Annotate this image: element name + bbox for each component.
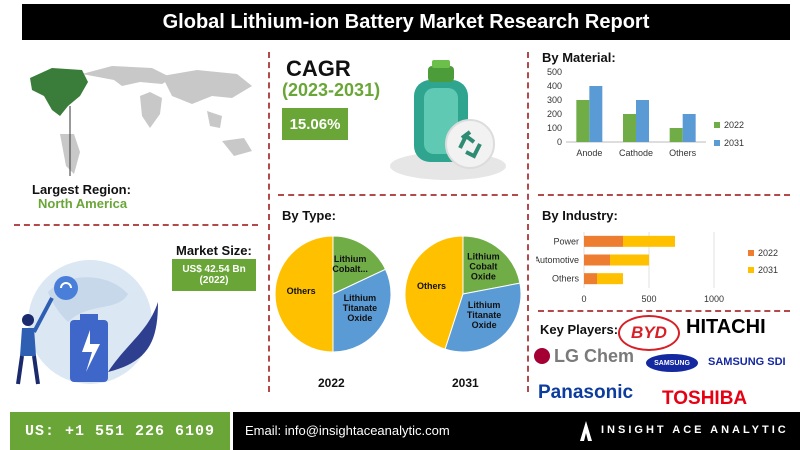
x-tick-label: Cathode	[619, 148, 653, 158]
market-size-value: US$ 42.54 Bn (2022)	[172, 259, 256, 291]
key-players-label: Key Players:	[540, 322, 619, 337]
cagr-years: (2023-2031)	[282, 80, 381, 100]
samsung-sdi-logo: SAMSUNG SDI	[708, 356, 786, 368]
market-size-value-line2: (2022)	[199, 275, 229, 286]
world-map-icon	[30, 66, 252, 176]
legend-swatch	[748, 267, 754, 273]
legend-label: 2031	[758, 265, 778, 275]
pie-slice	[332, 235, 387, 295]
pie-slice-label: Oxide	[347, 313, 372, 323]
bar	[584, 273, 597, 285]
legend-swatch	[714, 122, 720, 128]
pie-slice-label: Lithium	[344, 293, 377, 303]
legend-label: 2022	[758, 248, 778, 258]
lg-chem-logo: LG Chem	[554, 346, 635, 366]
by-industry-title: By Industry:	[542, 208, 618, 223]
bar	[597, 273, 623, 285]
pie-slice	[274, 235, 334, 353]
divider-right-horizontal-2	[538, 310, 790, 312]
by-material-title: By Material:	[542, 50, 616, 65]
samsung-logo-text: SAMSUNG	[654, 359, 690, 367]
pie-slice-label: Lithium	[467, 251, 500, 261]
battery-recycle-icon	[390, 60, 506, 180]
bar	[589, 86, 603, 142]
insight-ace-logo-icon	[579, 420, 593, 442]
footer-bar: Email: info@insightaceanalytic.com INSIG…	[233, 412, 800, 450]
y-tick-label: 0	[557, 137, 562, 147]
bar	[623, 235, 675, 247]
largest-region-value: North America	[38, 196, 128, 211]
x-tick-label: 0	[581, 294, 586, 304]
y-tick-label: 400	[547, 81, 562, 91]
lg-logo-icon	[534, 348, 550, 364]
pie-slice	[332, 268, 392, 353]
bar	[584, 235, 623, 247]
legend-label: 2022	[724, 120, 744, 130]
phone-number: US: +1 551 226 6109	[10, 412, 230, 450]
y-tick-label: Automotive	[536, 255, 579, 265]
pie-slice-label: Others	[417, 281, 446, 291]
bar	[682, 114, 696, 142]
bar	[669, 128, 683, 142]
x-tick-label: Others	[669, 148, 697, 158]
pie-year-2031: 2031	[452, 376, 479, 390]
byd-logo-text: BYD	[631, 323, 667, 342]
samsung-logo: SAMSUNG	[646, 354, 698, 372]
pie-slice-label: Others	[287, 286, 316, 296]
by-material-chart: 0 100 200 300 400 500 Anode Cathode Others 2022 20…	[547, 67, 744, 158]
y-tick-label: 300	[547, 95, 562, 105]
by-type-title: By Type:	[282, 208, 336, 223]
divider-left	[268, 52, 270, 392]
y-tick-label: 500	[547, 67, 562, 77]
battery-person-illustration	[16, 260, 158, 385]
report-title: Global Lithium-ion Battery Market Resear…	[22, 4, 790, 40]
bar	[623, 114, 636, 142]
email-text: Email: info@insightaceanalytic.com	[245, 423, 450, 438]
hitachi-logo: HITACHI	[686, 316, 766, 338]
toshiba-logo: TOSHIBA	[662, 388, 748, 409]
by-industry-chart: 0 500 1000 Power Automotive Others 2022 2031	[536, 232, 778, 304]
divider-right-horizontal-1	[538, 194, 790, 196]
pie-slice-label: Lithium	[334, 254, 367, 264]
x-tick-label: 1000	[704, 294, 724, 304]
y-tick-label: 100	[547, 123, 562, 133]
bar	[584, 254, 610, 266]
divider-right	[527, 52, 529, 392]
pie-slice	[444, 282, 522, 353]
pie-slice-label: Oxide	[472, 320, 497, 330]
largest-region-label: Largest Region:	[32, 182, 131, 197]
pie-slice-label: Oxide	[471, 271, 496, 281]
legend-label: 2031	[724, 138, 744, 148]
bar	[610, 254, 649, 266]
panasonic-logo: Panasonic	[538, 382, 634, 403]
pie-slice-label: Titanate	[343, 303, 377, 313]
y-tick-label: 200	[547, 109, 562, 119]
divider-middle-horizontal	[278, 194, 518, 196]
pie-slice-label: Lithium	[468, 300, 501, 310]
market-size-value-line1: US$ 42.54 Bn	[182, 264, 246, 275]
market-size-label: Market Size:	[176, 243, 252, 258]
brand-name: INSIGHT ACE ANALYTIC	[601, 424, 789, 436]
pie-slice-label: Cobalt...	[332, 264, 368, 274]
cagr-value: 15.06%	[282, 108, 348, 140]
pie-slice	[404, 235, 464, 350]
bar	[636, 100, 649, 142]
y-tick-label: Power	[553, 236, 579, 246]
divider-left-horizontal	[14, 224, 258, 226]
byd-logo: BYD	[618, 315, 680, 351]
legend-swatch	[714, 140, 720, 146]
x-tick-label: 500	[641, 294, 656, 304]
y-tick-label: Others	[552, 274, 580, 284]
legend-swatch	[748, 250, 754, 256]
cagr-title: CAGR	[286, 56, 351, 81]
pie-slice-label: Titanate	[467, 310, 501, 320]
pie-slice-label: Cobalt	[469, 261, 497, 271]
pie-year-2022: 2022	[318, 376, 345, 390]
x-tick-label: Anode	[576, 148, 602, 158]
by-type-pies: OthersLithiumCobalt...LithiumTitanateOxi…	[274, 235, 522, 353]
bar	[576, 100, 590, 142]
pie-slice	[462, 235, 521, 295]
